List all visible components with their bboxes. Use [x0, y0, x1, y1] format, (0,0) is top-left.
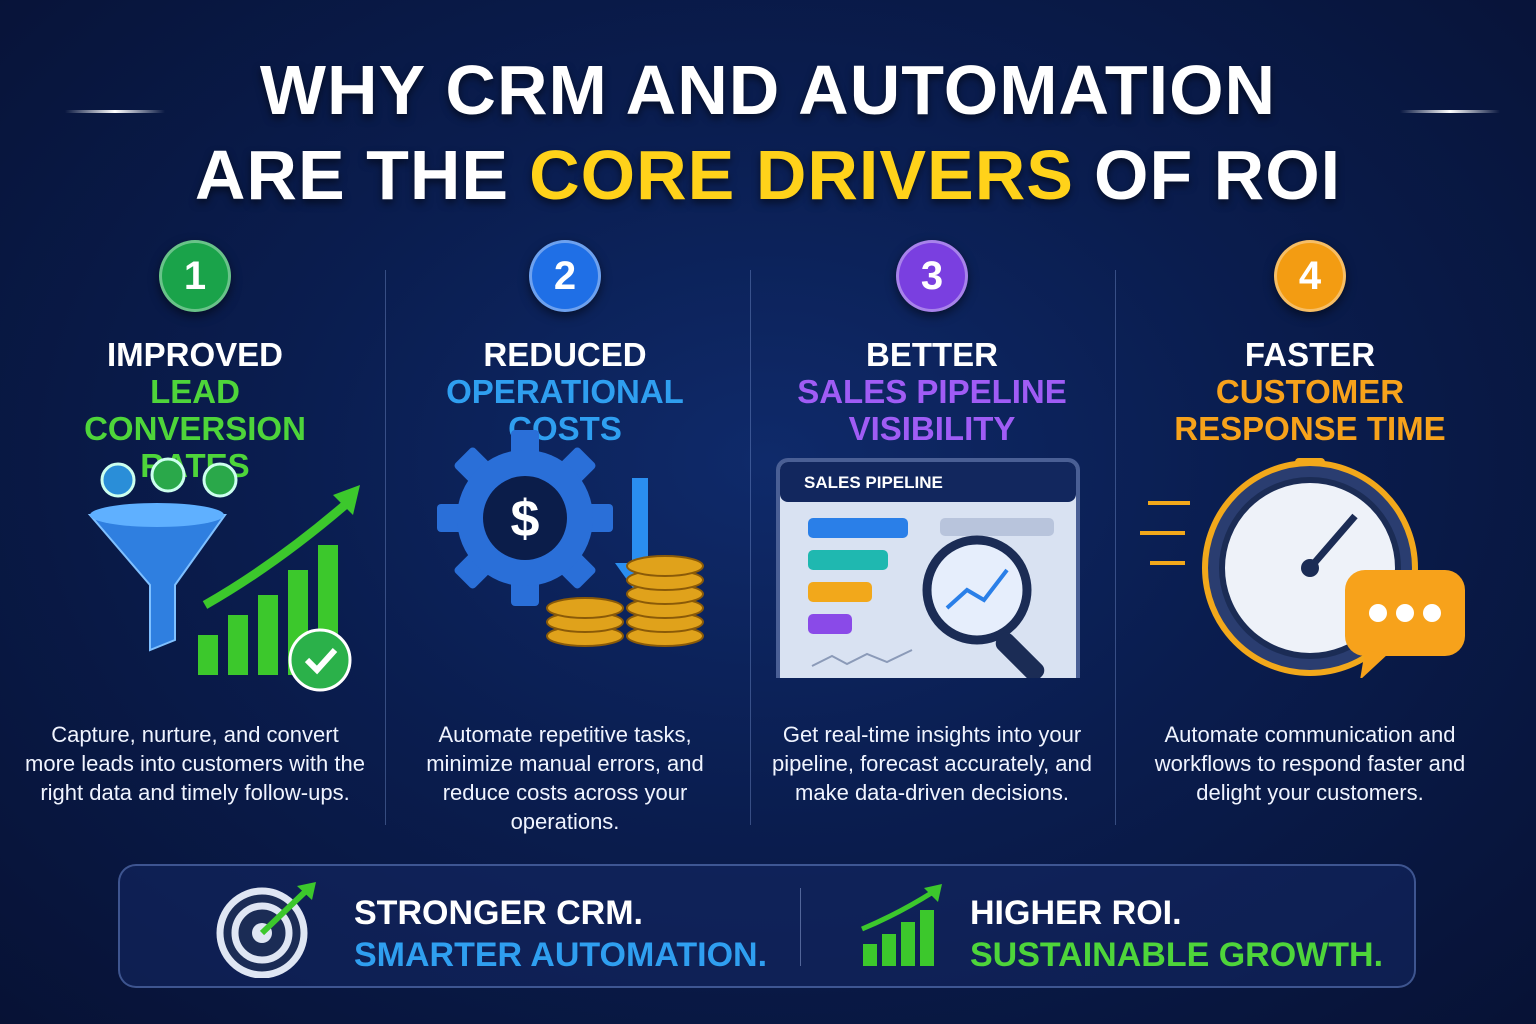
footer-line: STRONGER CRM.	[354, 894, 643, 932]
stopwatch-illustration	[1140, 458, 1465, 678]
graphic-shape	[198, 635, 218, 675]
step-number: 3	[896, 240, 968, 312]
target-icon	[216, 882, 316, 978]
heading: IMPROVED	[106, 336, 284, 373]
growth-icon	[861, 884, 942, 966]
divider	[800, 888, 801, 966]
description: Automate communication and workflows to …	[1154, 722, 1466, 805]
funnel-illustration	[87, 457, 360, 692]
description: Automate repetitive tasks, minimize manu…	[426, 722, 704, 834]
graphic-shape	[258, 595, 278, 675]
graphic-shape	[922, 535, 1032, 645]
graphic-shape	[945, 568, 1009, 610]
graphic-shape	[304, 647, 338, 675]
graphic-shape	[808, 550, 888, 570]
column: 2 REDUCED OPERATIONAL COSTS $	[385, 240, 745, 834]
footer-item: STRONGER CRM. SMARTER AUTOMATION.	[354, 892, 767, 976]
heading-highlight: CONVERSION	[84, 410, 306, 447]
footer-line: HIGHER ROI.	[970, 894, 1182, 932]
graphic-shape	[780, 462, 1076, 502]
graphic-shape	[87, 514, 227, 652]
graphic-shape	[150, 457, 186, 493]
title-line: ARE THE CORE DRIVERS OF ROI	[0, 135, 1536, 215]
graphic-shape	[1360, 650, 1388, 678]
footer-item: HIGHER ROI. SUSTAINABLE GROWTH.	[970, 892, 1383, 976]
graphic-shape	[546, 597, 624, 619]
graphic-shape	[863, 944, 877, 966]
heading-highlight: VISIBILITY	[848, 410, 1016, 447]
heading-highlight: SALES PIPELINE	[797, 373, 1067, 410]
graphic-shape: $	[511, 490, 540, 548]
panel-label: SALES PIPELINE	[804, 473, 943, 492]
graphic-shape	[546, 555, 704, 647]
heading-highlight: RESPONSE TIME	[1174, 410, 1446, 447]
graphic-shape	[632, 478, 648, 568]
step-number: 1	[159, 240, 231, 312]
title-highlight: CORE DRIVERS	[529, 136, 1074, 214]
step-number: 2	[529, 240, 601, 312]
graphic-shape	[288, 628, 352, 692]
graphic-shape	[924, 884, 942, 902]
graphic-shape	[228, 615, 248, 675]
title-part: OF ROI	[1094, 136, 1342, 214]
heading: REDUCED	[483, 336, 647, 373]
graphic-shape	[202, 501, 348, 609]
graphic-shape	[808, 518, 908, 538]
heading-highlight: LEAD	[150, 373, 240, 410]
graphic-shape	[882, 934, 896, 966]
graphic-shape	[1301, 559, 1319, 577]
description: Get real-time insights into your pipelin…	[772, 722, 1092, 805]
gear-illustration: $	[437, 430, 704, 647]
graphic-shape	[940, 518, 1054, 536]
graphic-shape	[297, 882, 316, 900]
graphic-shape	[920, 910, 934, 966]
graphic-shape	[333, 485, 360, 515]
graphic-shape	[1140, 501, 1190, 565]
heading: FASTER	[1244, 336, 1376, 373]
footer-line: SMARTER AUTOMATION.	[354, 936, 768, 974]
divider	[750, 270, 751, 825]
graphic-shape	[808, 582, 872, 602]
decor-line	[1400, 110, 1500, 113]
title-line: WHY CRM AND AUTOMATION	[259, 51, 1277, 129]
step-number: 4	[1274, 240, 1346, 312]
footer-line: SUSTAINABLE GROWTH.	[970, 936, 1384, 974]
graphic-shape	[1307, 513, 1358, 571]
column: 1 IMPROVED LEAD CONVERSION RATES Capture…	[15, 240, 375, 805]
graphic-shape	[901, 922, 915, 966]
footer-banner: STRONGER CRM. SMARTER AUTOMATION. HIGHER…	[118, 864, 1416, 988]
dashboard-illustration: SALES PIPELINE	[776, 458, 1080, 678]
heading-highlight: OPERATIONAL	[446, 373, 684, 410]
column: 3 BETTER SALES PIPELINE VISIBILITY SALES…	[752, 240, 1112, 805]
heading-highlight: CUSTOMER	[1215, 373, 1405, 410]
graphic-shape	[626, 555, 704, 577]
description: Capture, nurture, and convert more leads…	[25, 722, 365, 805]
column: 4 FASTER CUSTOMER RESPONSE TIME Automate…	[1130, 240, 1490, 805]
title-part: ARE THE	[194, 136, 510, 214]
graphic-shape	[1396, 604, 1414, 622]
divider	[385, 270, 386, 825]
graphic-shape: $	[437, 430, 613, 606]
graphic-shape	[861, 889, 935, 932]
heading: BETTER	[866, 336, 998, 373]
graphic-shape	[483, 476, 567, 560]
divider	[1115, 270, 1116, 825]
graphic-shape	[1369, 604, 1387, 622]
graphic-shape	[202, 462, 238, 498]
graphic-shape	[90, 503, 224, 527]
graphic-shape	[100, 462, 136, 498]
graphic-shape	[1423, 604, 1441, 622]
graphic-shape	[259, 887, 310, 936]
graphic-shape	[811, 649, 913, 667]
decor-line	[65, 110, 165, 113]
graphic-shape	[995, 632, 1045, 678]
graphic-shape	[808, 614, 852, 634]
